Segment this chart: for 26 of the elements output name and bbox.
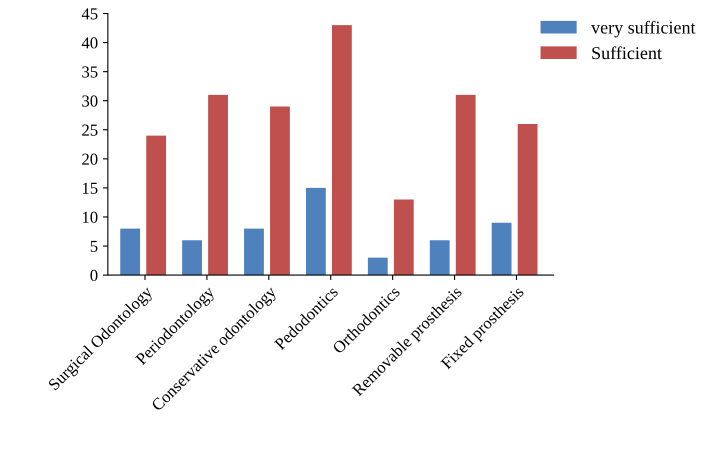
legend-label: very sufficient — [591, 20, 696, 38]
bar — [456, 94, 476, 276]
y-tick-label: 0 — [90, 270, 98, 282]
bar — [146, 136, 166, 276]
y-tick-label: 15 — [82, 182, 98, 194]
bar — [518, 124, 538, 276]
y-tick-label: 45 — [82, 8, 98, 20]
bar — [208, 94, 228, 276]
legend-label: Sufficient — [592, 46, 662, 60]
bar — [120, 228, 140, 276]
bar — [306, 188, 326, 276]
bar — [394, 200, 414, 276]
bar — [270, 106, 290, 276]
y-tick-label: 10 — [82, 212, 98, 223]
bar — [492, 222, 512, 276]
bar — [430, 240, 450, 276]
bar — [182, 240, 202, 276]
bar — [368, 258, 388, 276]
y-tick-label: 35 — [82, 66, 98, 78]
y-tick-label: 5 — [90, 240, 98, 252]
y-tick-label: 40 — [82, 37, 98, 49]
bar — [332, 25, 352, 276]
y-tick-label: 25 — [82, 124, 98, 136]
y-tick-label: 20 — [82, 154, 98, 165]
bar — [244, 228, 264, 276]
y-tick-label: 30 — [82, 95, 98, 107]
